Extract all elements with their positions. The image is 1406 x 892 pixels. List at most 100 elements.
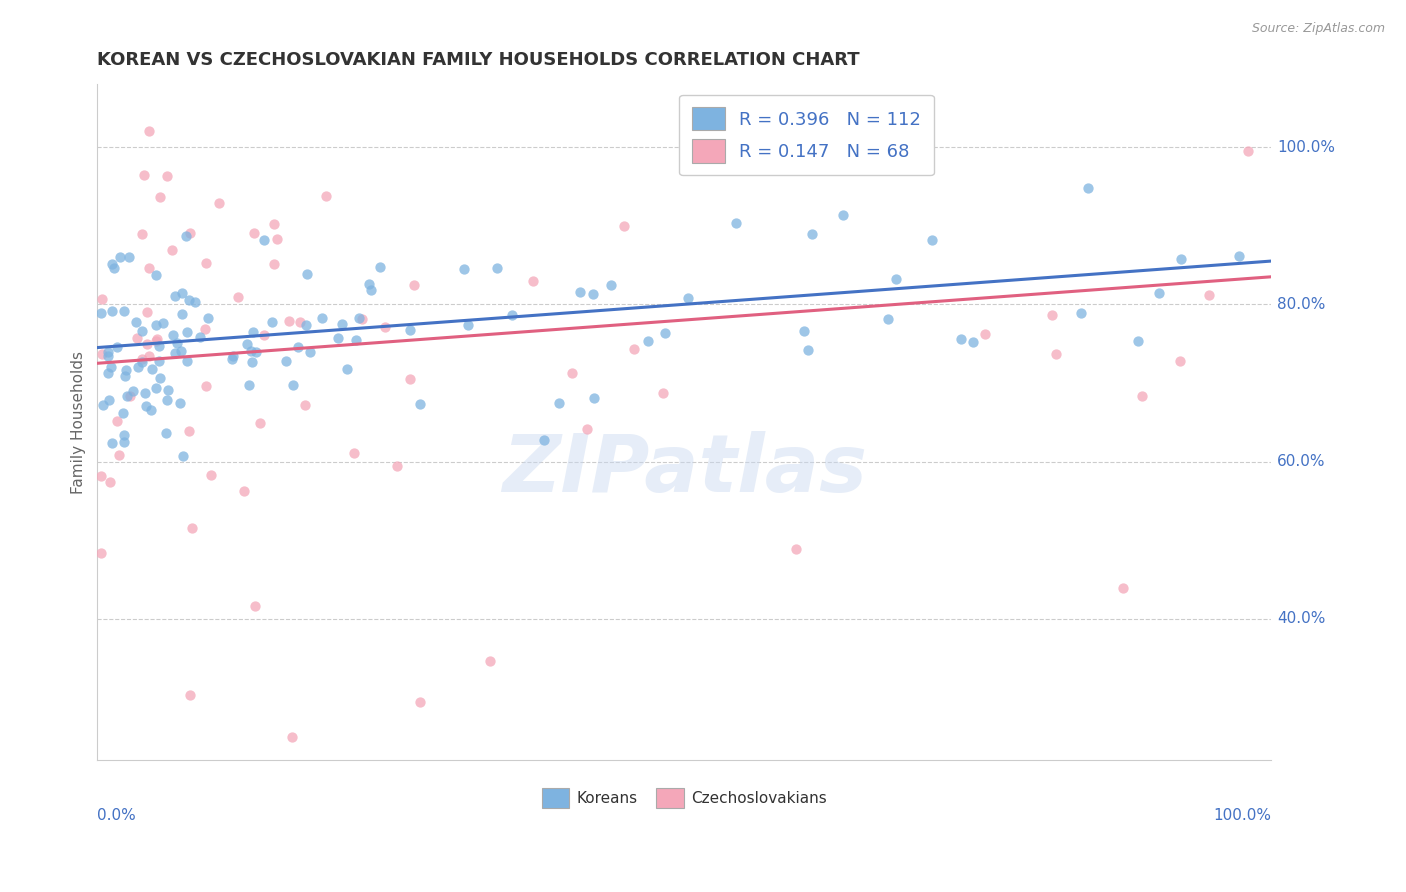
Point	[122, 384, 145, 398]
Point	[238, 378, 260, 392]
Point	[97, 366, 120, 380]
Point	[232, 484, 254, 499]
Point	[145, 331, 167, 345]
Point	[569, 285, 592, 300]
Point	[100, 360, 122, 375]
Point	[832, 208, 855, 222]
Point	[166, 336, 188, 351]
Text: 40.0%: 40.0%	[1277, 611, 1326, 626]
Text: KOREAN VS CZECHOSLOVAKIAN FAMILY HOUSEHOLDS CORRELATION CHART: KOREAN VS CZECHOSLOVAKIAN FAMILY HOUSEHO…	[97, 51, 860, 69]
Point	[385, 459, 408, 474]
Text: 80.0%: 80.0%	[1277, 297, 1326, 312]
Text: 60.0%: 60.0%	[1277, 454, 1326, 469]
Point	[1170, 353, 1192, 368]
Point	[134, 386, 156, 401]
Point	[276, 353, 298, 368]
Point	[125, 315, 148, 329]
Point	[561, 366, 583, 380]
Point	[793, 324, 815, 338]
Point	[127, 360, 149, 375]
Text: 100.0%: 100.0%	[1213, 808, 1271, 822]
Point	[179, 226, 201, 240]
Point	[368, 260, 391, 275]
Point	[148, 354, 170, 368]
Point	[1077, 180, 1099, 194]
Point	[801, 227, 824, 241]
Point	[172, 307, 194, 321]
Point	[266, 232, 288, 246]
Point	[149, 371, 172, 385]
Point	[884, 272, 907, 286]
Point	[148, 339, 170, 353]
Point	[349, 310, 371, 325]
Point	[399, 372, 422, 386]
Point	[344, 333, 367, 347]
Point	[263, 257, 285, 271]
Point	[194, 322, 217, 336]
Point	[127, 331, 149, 345]
Point	[179, 688, 201, 702]
Point	[112, 406, 135, 420]
Point	[156, 169, 179, 183]
Text: ZIPatlas: ZIPatlas	[502, 431, 868, 508]
Point	[97, 350, 120, 364]
Point	[163, 289, 186, 303]
Text: Source: ZipAtlas.com: Source: ZipAtlas.com	[1251, 22, 1385, 36]
Point	[1147, 285, 1170, 300]
Point	[253, 233, 276, 247]
Point	[1227, 249, 1250, 263]
Point	[145, 268, 167, 282]
Point	[263, 218, 285, 232]
Point	[97, 344, 120, 359]
Point	[176, 354, 198, 368]
Point	[1198, 288, 1220, 302]
Point	[160, 243, 183, 257]
Point	[249, 416, 271, 430]
Point	[242, 325, 264, 339]
Point	[208, 195, 231, 210]
Point	[311, 311, 333, 326]
Point	[409, 397, 432, 411]
Point	[288, 315, 311, 329]
Point	[1042, 308, 1064, 322]
Point	[240, 355, 263, 369]
Point	[170, 344, 193, 359]
Point	[188, 330, 211, 344]
Point	[260, 315, 283, 329]
Point	[138, 124, 160, 138]
Point	[221, 351, 243, 366]
Point	[105, 414, 128, 428]
Point	[131, 355, 153, 369]
Point	[118, 251, 141, 265]
Point	[785, 541, 807, 556]
Point	[141, 403, 163, 417]
Point	[145, 318, 167, 332]
Point	[287, 340, 309, 354]
Point	[623, 343, 645, 357]
Text: 0.0%: 0.0%	[97, 808, 136, 822]
Point	[194, 379, 217, 393]
Point	[172, 450, 194, 464]
Point	[797, 343, 820, 358]
Point	[360, 283, 382, 297]
Point	[131, 352, 153, 367]
Point	[135, 400, 157, 414]
Point	[575, 422, 598, 436]
Point	[197, 310, 219, 325]
Point	[179, 424, 201, 438]
Point	[877, 312, 900, 326]
Point	[501, 308, 523, 322]
Point	[221, 349, 243, 363]
Point	[141, 361, 163, 376]
Point	[184, 295, 207, 310]
Point	[120, 389, 142, 403]
Point	[131, 325, 153, 339]
Point	[547, 396, 569, 410]
Point	[1237, 144, 1260, 158]
Point	[117, 389, 139, 403]
Legend: Koreans, Czechoslovakians: Koreans, Czechoslovakians	[536, 781, 834, 814]
Point	[90, 347, 112, 361]
Point	[90, 293, 112, 307]
Point	[280, 730, 302, 744]
Point	[399, 322, 422, 336]
